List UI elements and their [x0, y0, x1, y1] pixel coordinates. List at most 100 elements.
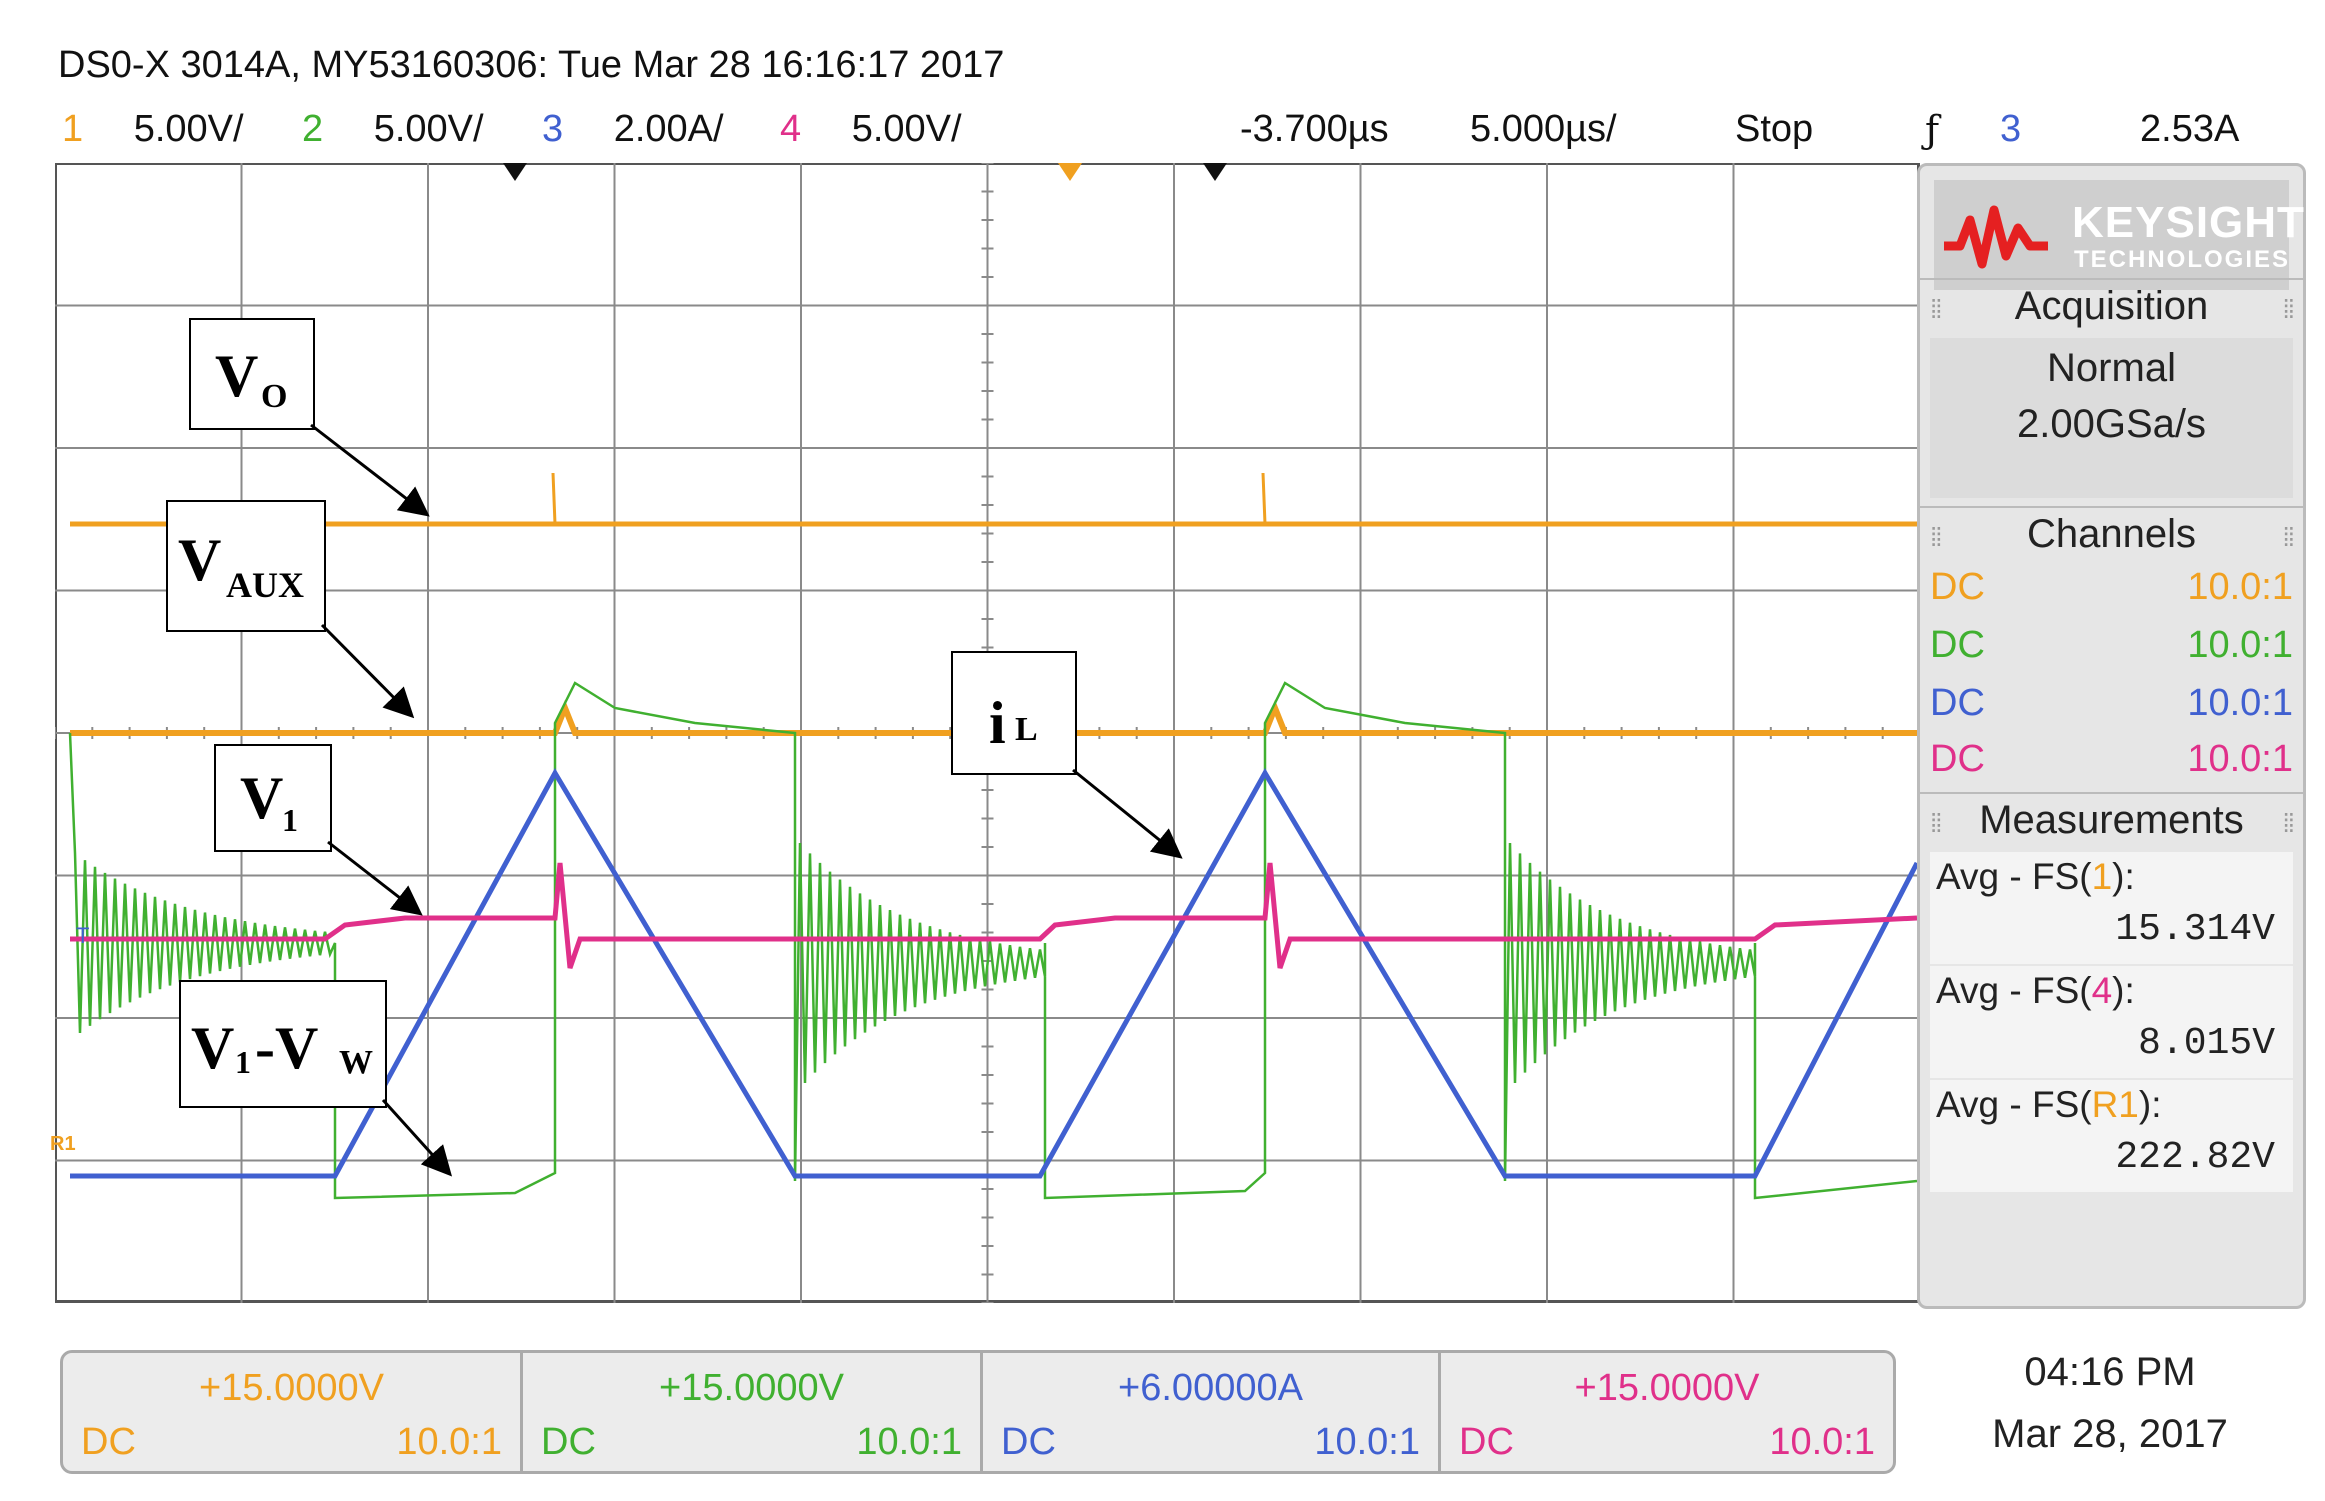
channel-row-4[interactable]: DC 10.0:1	[1930, 738, 2293, 781]
drag-grip-icon[interactable]: ⁞⁞	[2282, 808, 2296, 838]
measurement-source: 1	[2091, 856, 2113, 897]
channel-row-2[interactable]: DC 10.0:1	[1930, 624, 2293, 667]
channel-offset: +6.00000A	[1118, 1367, 1303, 1409]
channel-offset: +15.0000V	[659, 1367, 844, 1409]
label-v1-sub: 1	[282, 802, 298, 838]
probe-ratio: 10.0:1	[2187, 624, 2293, 666]
run-state[interactable]: Stop	[1735, 108, 1814, 150]
acquisition-title: Acquisition	[2014, 284, 2209, 328]
label-v1vw-w: W	[339, 1044, 373, 1081]
drag-grip-icon[interactable]: ⁞⁞	[1930, 522, 1943, 552]
label-il-sub: L	[1015, 711, 1038, 748]
label-v1vw-1: 1	[235, 1044, 251, 1080]
scope-title: DS0-X 3014A, MY53160306: Tue Mar 28 16:1…	[58, 44, 1005, 86]
drag-grip-icon[interactable]: ⁞⁞	[2282, 522, 2296, 552]
probe-ratio: 10.0:1	[2187, 682, 2293, 724]
measurement-1[interactable]: Avg - FS(1): 15.314V	[1930, 852, 2293, 964]
channels-panel[interactable]: ⁞⁞ ⁞⁞ Channels DC 10.0:1 DC 10.0:1 DC 10…	[1920, 506, 2303, 781]
measurement-source: R1	[2091, 1084, 2139, 1125]
trace-v1-vw	[68, 681, 1918, 1200]
label-v1: V 1	[214, 744, 332, 852]
channel-coupling: DC	[1930, 738, 1985, 780]
channel-3-scale: 2.00A/	[613, 108, 724, 150]
trace-vo-spike	[551, 472, 1267, 525]
channel-2-indicator[interactable]: 2 5.00V/	[302, 108, 484, 151]
brand-sub: TECHNOLOGIES	[2074, 246, 2291, 273]
trigger-channel: 3	[2000, 108, 2022, 150]
channel-coupling: DC	[541, 1421, 596, 1463]
channel-4-number: 4	[780, 108, 802, 150]
channels-title: Channels	[2026, 512, 2196, 556]
measurement-source: 4	[2091, 970, 2113, 1011]
label-vo-sub: O	[261, 378, 288, 415]
trigger-position-marker	[1058, 163, 1082, 181]
measurement-label: Avg - FS(1):	[1936, 856, 2135, 898]
measurement-prefix: Avg - FS(	[1936, 970, 2092, 1011]
measurement-2[interactable]: Avg - FS(4): 8.015V	[1930, 966, 2293, 1078]
channel-offset: +15.0000V	[199, 1367, 384, 1409]
brand-logo: KEYSIGHT TECHNOLOGIES	[1934, 180, 2304, 290]
drag-grip-icon[interactable]: ⁞⁞	[1930, 294, 1943, 324]
measurement-label: Avg - FS(R1):	[1936, 1084, 2162, 1126]
label-il: i L	[951, 651, 1077, 775]
channel-coupling: DC	[1001, 1421, 1056, 1463]
channel-1-scale: 5.00V/	[133, 108, 244, 150]
channel-2-offset-cell[interactable]: +15.0000V DC 10.0:1	[523, 1353, 983, 1471]
channel-3-offset-cell[interactable]: +6.00000A DC 10.0:1	[983, 1353, 1441, 1471]
trigger-level-marker: T	[76, 923, 90, 948]
channel-1-indicator[interactable]: 1 5.00V/	[62, 108, 244, 151]
trigger-edge-icon: ƒ	[1925, 108, 1940, 152]
measurement-suffix: ):	[2138, 1084, 2162, 1125]
sample-rate: 2.00GSa/s	[2016, 402, 2206, 446]
drag-grip-icon[interactable]: ⁞⁞	[2282, 294, 2296, 324]
trace-vaux	[70, 699, 1917, 736]
channel-4-offset-cell[interactable]: +15.0000V DC 10.0:1	[1441, 1353, 1893, 1471]
horizontal-delay[interactable]: -3.700µs	[1240, 108, 1389, 150]
channel-row-3[interactable]: DC 10.0:1	[1930, 682, 2293, 725]
trigger-level[interactable]: 2.53A	[2140, 108, 2240, 150]
channel-4-scale: 5.00V/	[851, 108, 962, 150]
acquisition-mode: Normal	[2047, 346, 2176, 390]
label-il-main: i	[989, 690, 1006, 756]
measurement-3[interactable]: Avg - FS(R1): 222.82V	[1930, 1080, 2293, 1192]
measurement-value: 222.82V	[2115, 1136, 2275, 1179]
trigger-position-marker	[503, 163, 527, 181]
drag-grip-icon[interactable]: ⁞⁞	[1930, 808, 1943, 838]
probe-ratio: 10.0:1	[1314, 1421, 1420, 1463]
channel-coupling: DC	[1930, 566, 1985, 608]
measurements-panel[interactable]: ⁞⁞ ⁞⁞ Measurements Avg - FS(1): 15.314V …	[1920, 792, 2303, 1304]
probe-ratio: 10.0:1	[396, 1421, 502, 1463]
measurement-prefix: Avg - FS(	[1936, 856, 2092, 897]
measurement-value: 15.314V	[2115, 908, 2275, 951]
channel-2-number: 2	[302, 108, 324, 150]
clock-time: 04:16 PM	[2024, 1350, 2196, 1394]
label-v1vw-minus-v: -V	[255, 1015, 319, 1081]
measurement-value: 8.015V	[2138, 1022, 2275, 1065]
measurement-prefix: Avg - FS(	[1936, 1084, 2092, 1125]
channel-3-number: 3	[542, 108, 564, 150]
label-v1vw-v: V	[191, 1015, 235, 1081]
label-v1-vw: V 1 -V W	[179, 980, 387, 1108]
timebase-scale[interactable]: 5.000µs/	[1470, 108, 1617, 150]
channel-coupling: DC	[1459, 1421, 1514, 1463]
probe-ratio: 10.0:1	[2187, 566, 2293, 608]
label-vaux: V AUX	[166, 500, 326, 632]
channel-2-scale: 5.00V/	[373, 108, 484, 150]
clock-date: Mar 28, 2017	[1992, 1412, 2228, 1456]
probe-ratio: 10.0:1	[1769, 1421, 1875, 1463]
trace-v1	[70, 862, 1918, 969]
measurements-title: Measurements	[1979, 798, 2244, 842]
channel-3-indicator[interactable]: 3 2.00A/	[542, 108, 724, 151]
channel-1-number: 1	[62, 108, 84, 150]
acquisition-panel[interactable]: ⁞⁞ ⁞⁞ Acquisition Normal 2.00GSa/s	[1920, 278, 2303, 505]
measurement-suffix: ):	[2112, 970, 2135, 1011]
channel-coupling: DC	[1930, 682, 1985, 724]
channel-1-offset-cell[interactable]: +15.0000V DC 10.0:1	[63, 1353, 523, 1471]
channel-row-1[interactable]: DC 10.0:1	[1930, 566, 2293, 609]
brand-name: KEYSIGHT	[2072, 198, 2305, 247]
probe-ratio: 10.0:1	[2187, 738, 2293, 780]
label-vo-main: V	[215, 343, 259, 409]
label-v1-main: V	[240, 765, 284, 831]
channel-4-indicator[interactable]: 4 5.00V/	[780, 108, 962, 151]
channel-coupling: DC	[1930, 624, 1985, 666]
